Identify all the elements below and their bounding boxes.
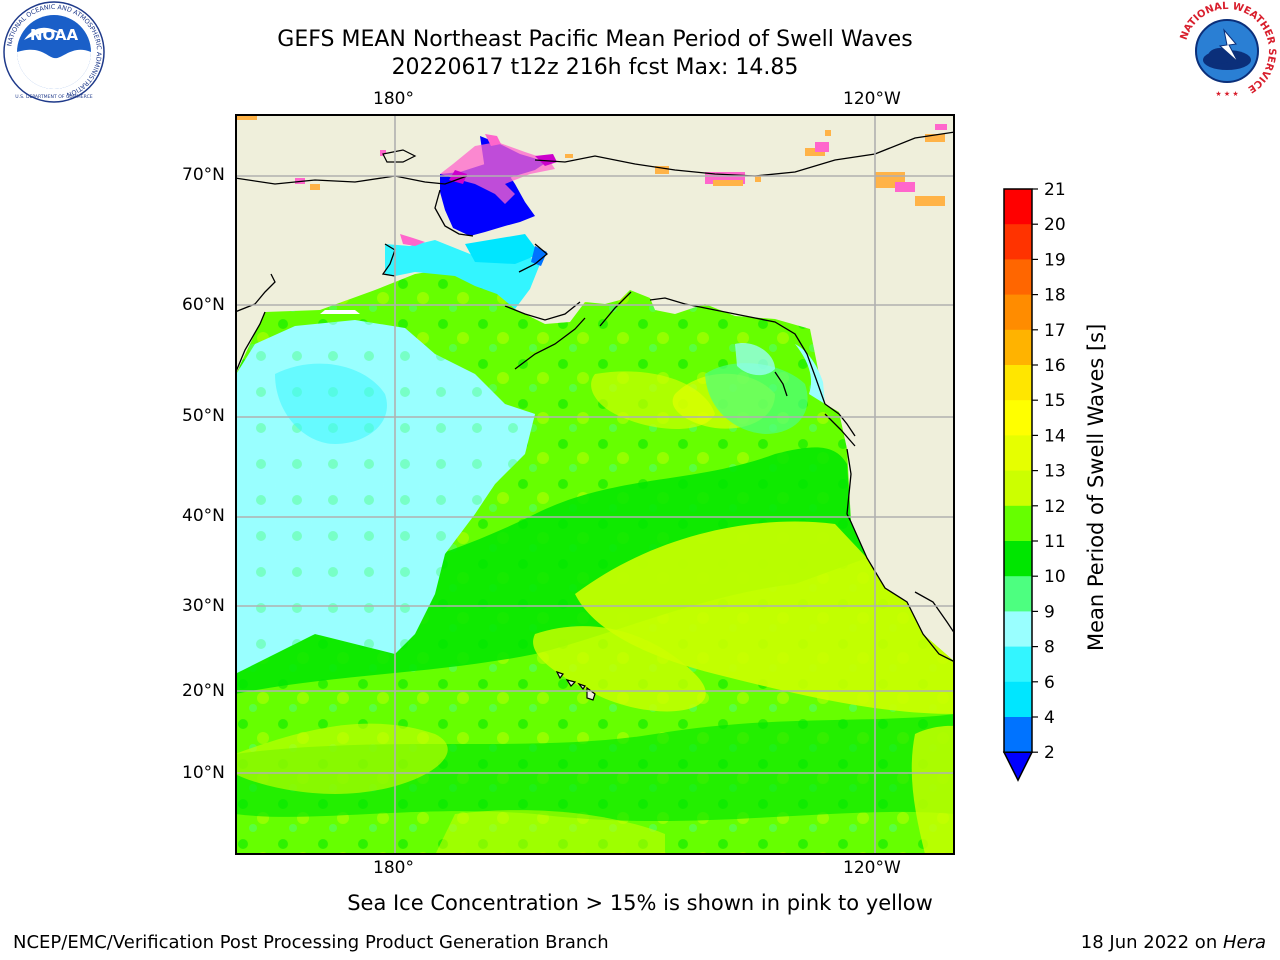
lat-label-30n: 30°N (182, 596, 225, 616)
colorbar-segment (1004, 224, 1032, 260)
colorbar-tick-label: 2 (1044, 743, 1055, 763)
lon-label-top-180: 180° (373, 89, 414, 109)
colorbar-tick-label: 15 (1044, 391, 1066, 411)
lat-label-10n: 10°N (182, 763, 225, 783)
colorbar-tick-label: 10 (1044, 567, 1066, 587)
sea-ice-note: Sea Ice Concentration > 15% is shown in … (347, 891, 933, 915)
noaa-bottom-text: U.S. DEPARTMENT OF COMMERCE (15, 94, 92, 100)
noaa-logo: NATIONAL OCEANIC AND ATMOSPHERIC ADMINIS… (3, 1, 105, 103)
lon-label-bottom-120w: 120°W (843, 858, 901, 878)
map-panel (235, 114, 955, 855)
colorbar-segment (1004, 189, 1032, 225)
map-title: GEFS MEAN Northeast Pacific Mean Period … (277, 27, 913, 52)
footer-date: 18 Jun 2022 on Hera (1081, 932, 1266, 953)
nws-logo: NATIONAL WEATHER SERVICE ★ ★ ★ (1178, 1, 1277, 100)
colorbar-tick-label: 16 (1044, 356, 1066, 376)
colorbar-segment (1004, 435, 1032, 472)
colorbar-segment (1004, 681, 1032, 718)
colorbar-extend-arrow (1002, 751, 1034, 782)
colorbar-segment (1004, 365, 1032, 401)
colorbar-tick-label: 21 (1044, 180, 1066, 200)
lat-label-20n: 20°N (182, 681, 225, 701)
lon-label-bottom-180: 180° (373, 858, 414, 878)
colorbar-segment (1004, 576, 1032, 612)
colorbar-title: Mean Period of Swell Waves [s] (1084, 323, 1108, 651)
map-gridlines (235, 114, 955, 855)
colorbar-tick-label: 14 (1044, 426, 1066, 446)
colorbar-segment (1004, 329, 1032, 366)
coastlines (235, 131, 955, 663)
colorbar-segment (1004, 646, 1032, 683)
colorbar-tick-label: 8 (1044, 638, 1055, 658)
lon-label-top-120w: 120°W (843, 89, 901, 109)
map-subtitle: 20220617 t12z 216h fcst Max: 14.85 (391, 55, 799, 80)
colorbar-tick-label: 11 (1044, 532, 1066, 552)
colorbar-tick-label: 12 (1044, 497, 1066, 517)
colorbar-tick-label: 4 (1044, 708, 1055, 728)
colorbar-tick-label: 13 (1044, 462, 1066, 482)
svg-text:★ ★ ★: ★ ★ ★ (1215, 90, 1238, 98)
lat-label-70n: 70°N (182, 165, 225, 185)
colorbar-segment (1004, 611, 1032, 648)
map-frame (235, 114, 955, 855)
footer-date-text: 18 Jun 2022 on (1080, 932, 1223, 953)
colorbar-tick-label: 19 (1044, 250, 1066, 270)
colorbar-tick-label: 9 (1044, 602, 1055, 622)
colorbar-tick-label: 20 (1044, 215, 1066, 235)
footer-branch: NCEP/EMC/Verification Post Processing Pr… (13, 932, 609, 953)
colorbar: 2 4 6 8 9 10 11 12 13 14 15 16 17 18 19 20 21 (1002, 180, 1066, 782)
lat-label-60n: 60°N (182, 295, 225, 315)
colorbar-tick-label: 6 (1044, 673, 1055, 693)
lat-label-40n: 40°N (182, 506, 225, 526)
footer-machine: Hera (1222, 932, 1266, 953)
noaa-logo-text: NOAA (30, 26, 79, 44)
colorbar-segment (1004, 294, 1032, 331)
colorbar-segment (1004, 717, 1032, 753)
colorbar-segment (1004, 400, 1032, 436)
colorbar-segment (1004, 541, 1032, 577)
colorbar-tick-label: 18 (1044, 286, 1066, 306)
colorbar-segment (1004, 259, 1032, 296)
colorbar-segment (1004, 505, 1032, 542)
colorbar-segment (1004, 470, 1032, 507)
lat-label-50n: 50°N (182, 406, 225, 426)
colorbar-tick-label: 17 (1044, 321, 1066, 341)
